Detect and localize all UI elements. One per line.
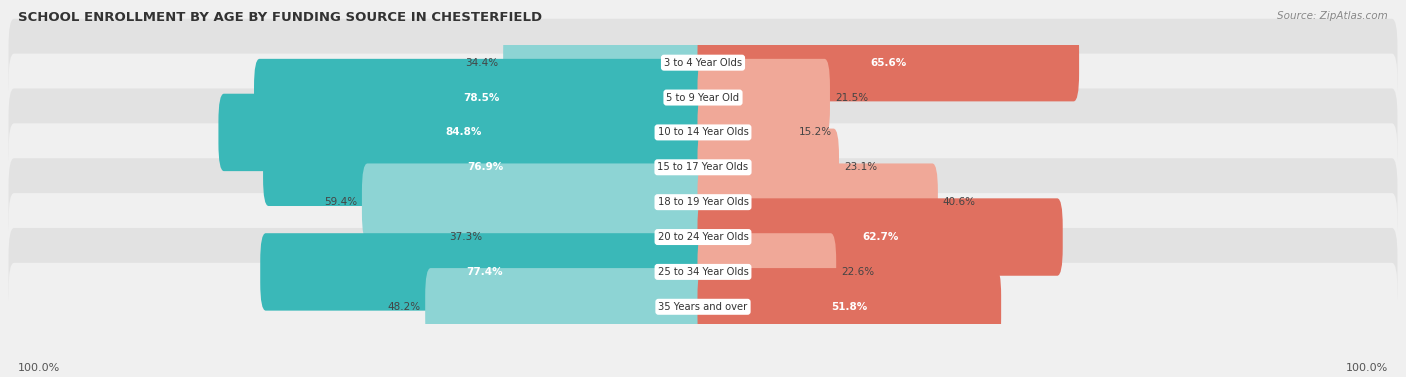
FancyBboxPatch shape <box>697 198 1063 276</box>
Text: 62.7%: 62.7% <box>862 232 898 242</box>
FancyBboxPatch shape <box>697 59 830 136</box>
Text: 3 to 4 Year Olds: 3 to 4 Year Olds <box>664 58 742 68</box>
FancyBboxPatch shape <box>218 94 709 171</box>
Text: 100.0%: 100.0% <box>18 363 60 373</box>
Text: 65.6%: 65.6% <box>870 58 907 68</box>
Text: 59.4%: 59.4% <box>323 197 357 207</box>
FancyBboxPatch shape <box>697 268 1001 345</box>
Text: 35 Years and over: 35 Years and over <box>658 302 748 312</box>
Text: 15 to 17 Year Olds: 15 to 17 Year Olds <box>658 162 748 172</box>
FancyBboxPatch shape <box>8 193 1398 281</box>
FancyBboxPatch shape <box>503 24 709 101</box>
Text: 48.2%: 48.2% <box>387 302 420 312</box>
FancyBboxPatch shape <box>697 164 938 241</box>
FancyBboxPatch shape <box>8 263 1398 351</box>
Text: Source: ZipAtlas.com: Source: ZipAtlas.com <box>1277 11 1388 21</box>
Text: 20 to 24 Year Olds: 20 to 24 Year Olds <box>658 232 748 242</box>
Text: 10 to 14 Year Olds: 10 to 14 Year Olds <box>658 127 748 138</box>
FancyBboxPatch shape <box>361 164 709 241</box>
FancyBboxPatch shape <box>697 94 794 171</box>
Text: 100.0%: 100.0% <box>1346 363 1388 373</box>
FancyBboxPatch shape <box>8 19 1398 107</box>
FancyBboxPatch shape <box>263 129 709 206</box>
FancyBboxPatch shape <box>697 24 1080 101</box>
FancyBboxPatch shape <box>260 233 709 311</box>
FancyBboxPatch shape <box>254 59 709 136</box>
Text: 22.6%: 22.6% <box>841 267 875 277</box>
Text: 18 to 19 Year Olds: 18 to 19 Year Olds <box>658 197 748 207</box>
Text: 21.5%: 21.5% <box>835 92 868 103</box>
FancyBboxPatch shape <box>425 268 709 345</box>
FancyBboxPatch shape <box>8 158 1398 246</box>
Text: 34.4%: 34.4% <box>465 58 498 68</box>
FancyBboxPatch shape <box>697 233 837 311</box>
FancyBboxPatch shape <box>8 54 1398 141</box>
FancyBboxPatch shape <box>486 198 709 276</box>
Text: SCHOOL ENROLLMENT BY AGE BY FUNDING SOURCE IN CHESTERFIELD: SCHOOL ENROLLMENT BY AGE BY FUNDING SOUR… <box>18 11 543 24</box>
FancyBboxPatch shape <box>697 129 839 206</box>
FancyBboxPatch shape <box>8 228 1398 316</box>
Text: 15.2%: 15.2% <box>799 127 832 138</box>
FancyBboxPatch shape <box>8 89 1398 176</box>
Text: 77.4%: 77.4% <box>465 267 503 277</box>
Text: 76.9%: 76.9% <box>468 162 503 172</box>
Text: 5 to 9 Year Old: 5 to 9 Year Old <box>666 92 740 103</box>
Text: 23.1%: 23.1% <box>844 162 877 172</box>
Text: 40.6%: 40.6% <box>942 197 976 207</box>
Text: 78.5%: 78.5% <box>463 92 499 103</box>
Text: 37.3%: 37.3% <box>449 232 482 242</box>
Text: 84.8%: 84.8% <box>446 127 482 138</box>
Text: 51.8%: 51.8% <box>831 302 868 312</box>
Text: 25 to 34 Year Olds: 25 to 34 Year Olds <box>658 267 748 277</box>
FancyBboxPatch shape <box>8 123 1398 211</box>
